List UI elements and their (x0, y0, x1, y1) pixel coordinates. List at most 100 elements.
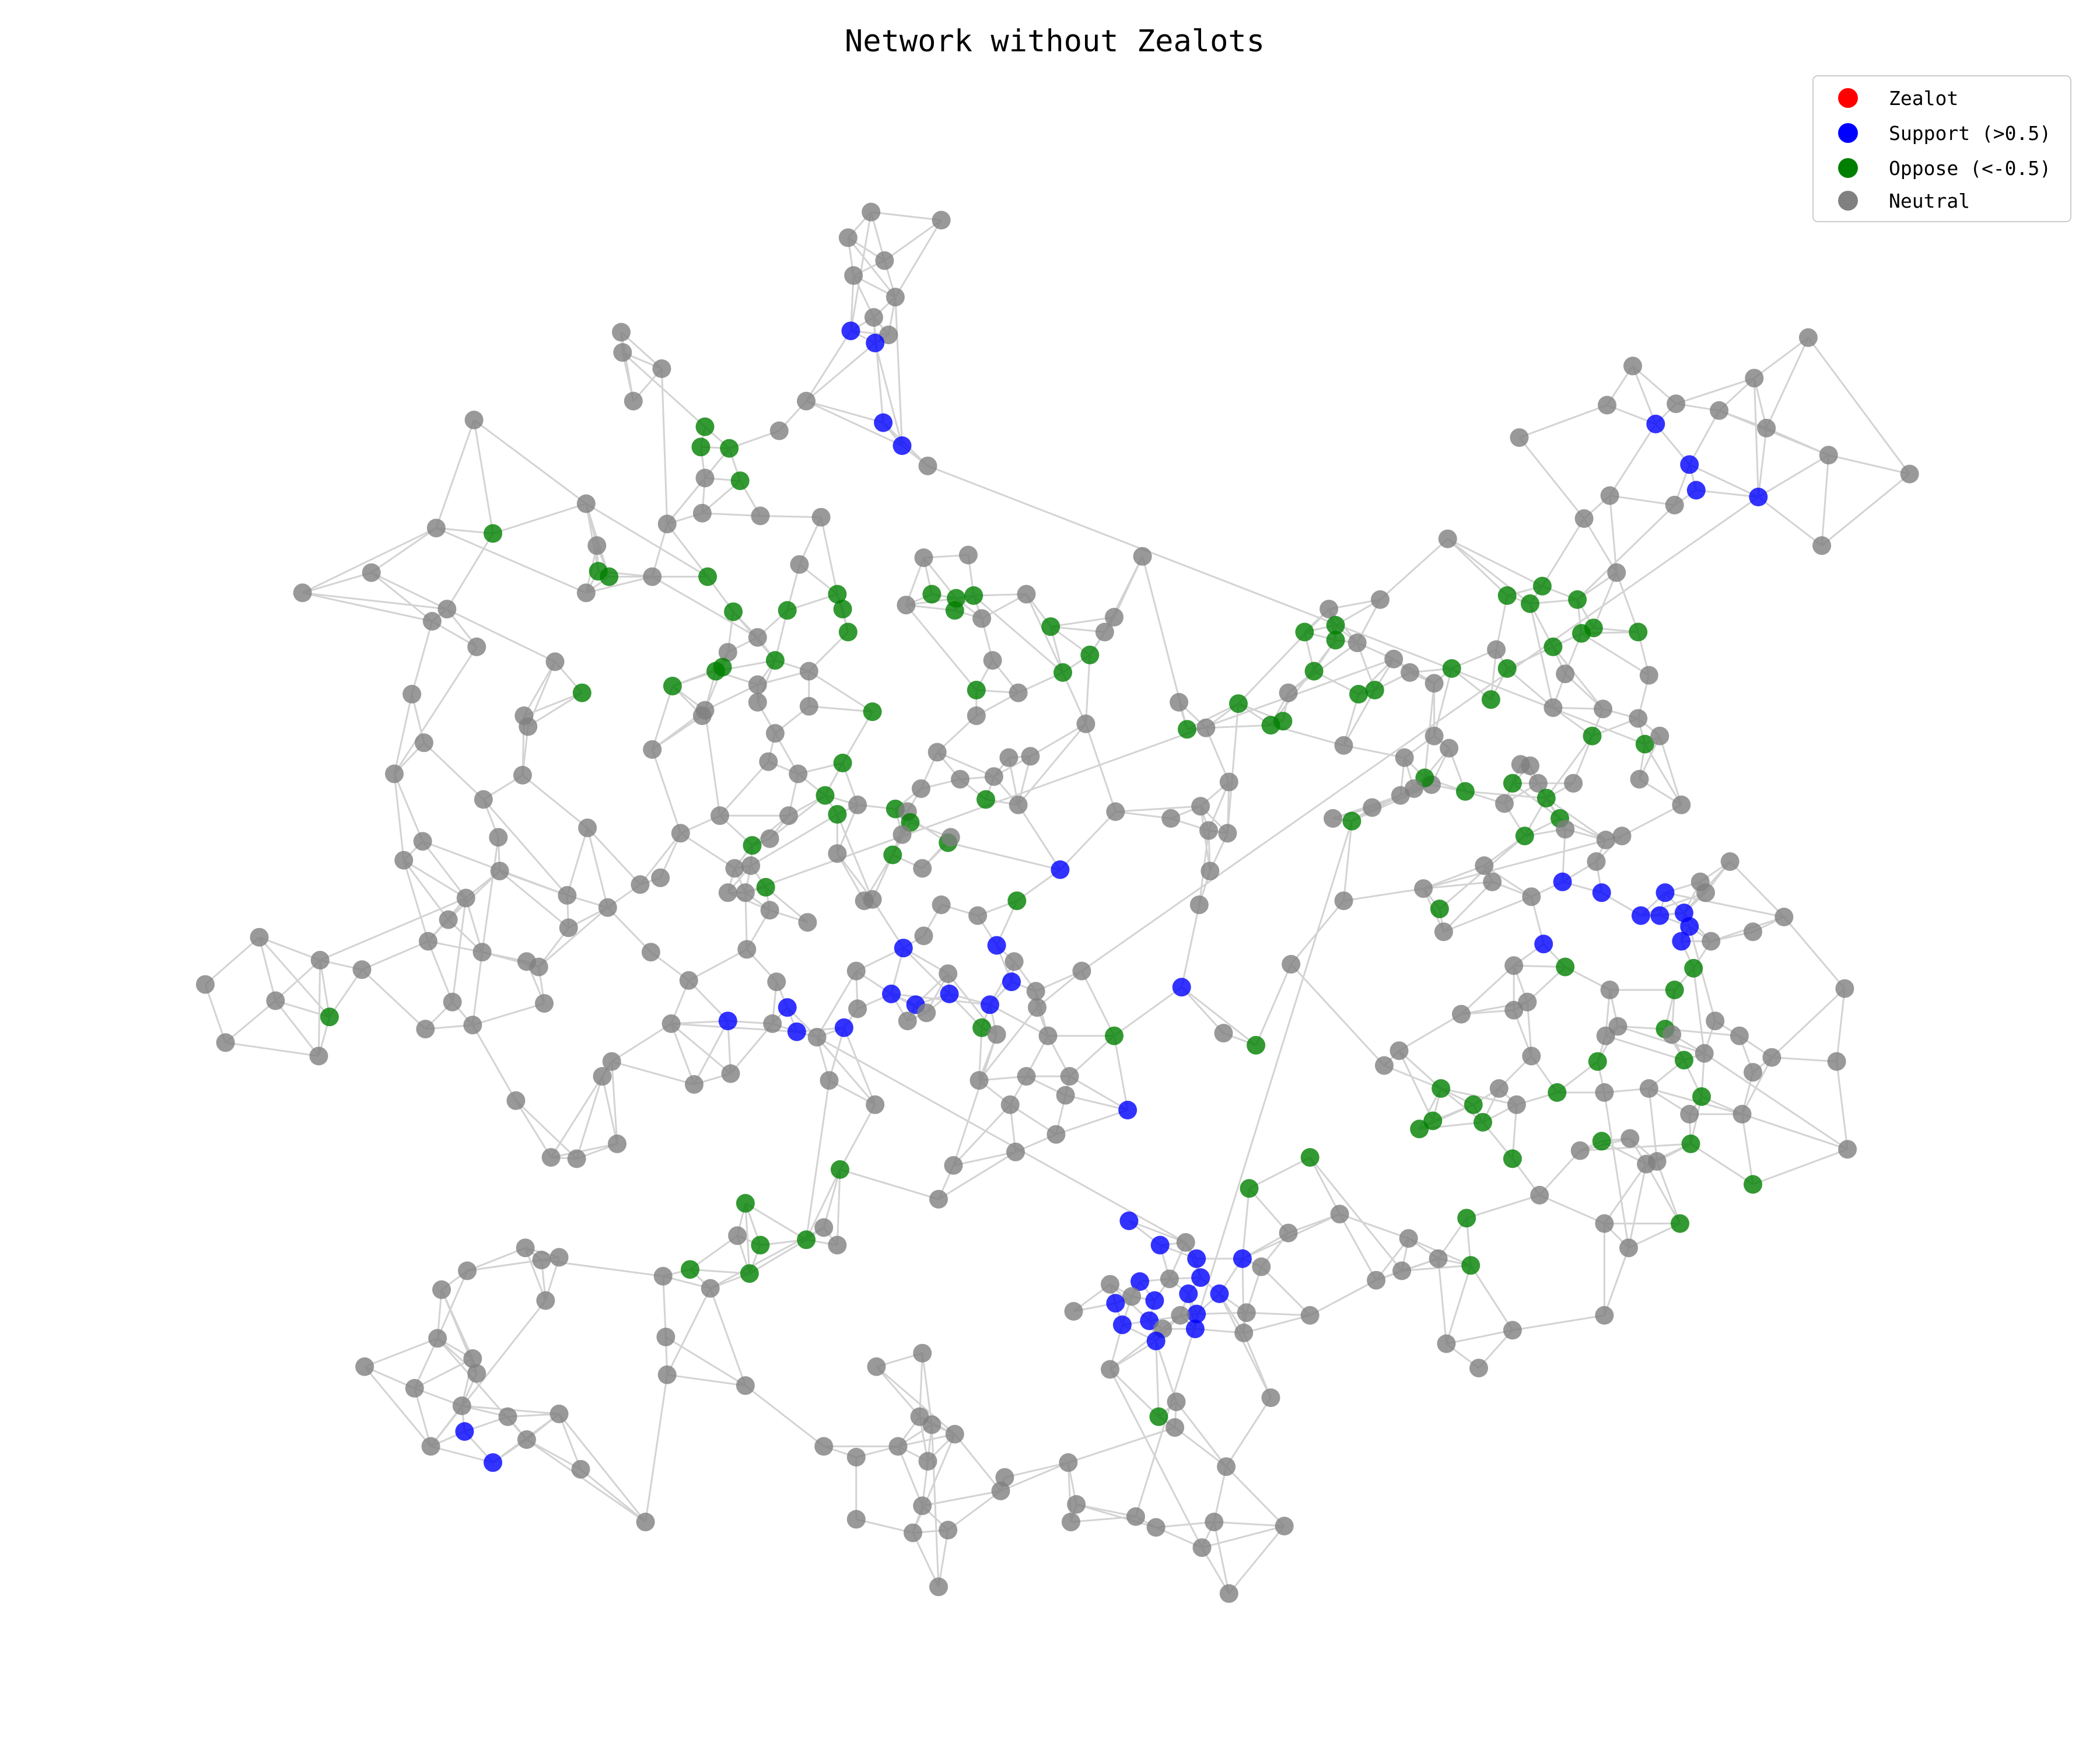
node-neutral (653, 1266, 673, 1286)
node-oppose (797, 1230, 816, 1250)
node-neutral (516, 1238, 535, 1258)
node-neutral (309, 1046, 328, 1066)
node-neutral (692, 503, 712, 523)
network-edge (1270, 639, 1336, 726)
network-edge (1696, 489, 1759, 498)
network-edge (1423, 835, 1622, 890)
node-neutral (432, 1280, 451, 1299)
node-neutral (820, 1071, 839, 1090)
network-edge (1290, 963, 1385, 1066)
node-neutral (1006, 1142, 1025, 1161)
network-edge (1017, 723, 1087, 806)
network-edge (652, 576, 758, 638)
node-oppose (863, 702, 882, 722)
network-edge (566, 827, 589, 896)
node-oppose (1744, 1175, 1762, 1194)
node-neutral (413, 832, 432, 851)
node-oppose (828, 584, 847, 604)
node-neutral (1469, 1359, 1488, 1378)
network-edge (523, 661, 556, 716)
node-neutral (1161, 809, 1181, 828)
node-neutral (1056, 1086, 1075, 1105)
network-edge (930, 1424, 940, 1587)
network-edge (1113, 1035, 1129, 1111)
network-edge (1615, 572, 1639, 633)
network-edge (704, 684, 758, 712)
node-support (987, 936, 1006, 955)
node-neutral (789, 764, 808, 783)
network-edge (660, 368, 668, 524)
network-edge (1017, 804, 1061, 870)
network-edge (1309, 1157, 1340, 1214)
node-neutral (1038, 1026, 1058, 1045)
node-neutral (1489, 1079, 1508, 1098)
node-neutral (1026, 982, 1045, 1001)
legend-item-neutral: Neutral (1838, 190, 1970, 212)
network-edge (1205, 727, 1230, 783)
node-neutral (866, 1095, 885, 1114)
network-edge (730, 1023, 774, 1074)
node-neutral (656, 1328, 676, 1346)
network-edge (912, 1532, 940, 1587)
node-neutral (1101, 1275, 1119, 1294)
network-edge (622, 352, 706, 428)
network-edge (1309, 1157, 1403, 1272)
node-neutral (1629, 709, 1648, 728)
network-edge (856, 1518, 914, 1534)
node-neutral (1046, 1125, 1066, 1144)
network-edge (989, 1004, 1049, 1037)
node-neutral (439, 910, 458, 929)
network-edge (436, 527, 494, 534)
node-neutral (914, 548, 933, 568)
node-neutral (763, 1014, 782, 1033)
network-edge (601, 1076, 618, 1144)
network-edge (370, 572, 433, 622)
node-neutral (394, 850, 414, 870)
network-edge (842, 711, 873, 764)
node-neutral (519, 717, 538, 736)
network-edge (363, 1366, 432, 1447)
node-oppose (1532, 576, 1552, 596)
network-edge (611, 1061, 618, 1144)
network-edge (874, 342, 903, 446)
network-edge (805, 1080, 830, 1240)
node-oppose (1461, 1256, 1480, 1275)
network-edge (403, 859, 467, 899)
node-neutral (879, 326, 898, 345)
node-support (1145, 1291, 1164, 1310)
node-oppose (945, 601, 964, 620)
node-neutral (1200, 862, 1220, 881)
node-neutral (352, 960, 372, 979)
node-neutral (1072, 961, 1091, 981)
network-edge (1423, 864, 1485, 890)
node-oppose (1474, 1112, 1492, 1132)
legend-label-support: Support (>0.5) (1889, 122, 2051, 145)
node-oppose (1548, 1083, 1567, 1102)
network-edge (651, 749, 682, 834)
node-neutral (748, 628, 767, 647)
node-neutral (721, 1064, 740, 1083)
node-neutral (463, 1349, 482, 1368)
node-neutral (867, 1357, 886, 1376)
network-edge (1447, 538, 1508, 597)
network-edge (1186, 702, 1239, 730)
node-oppose (1588, 1052, 1607, 1071)
network-edge (1062, 672, 1087, 724)
node-neutral (798, 913, 817, 932)
node-neutral (1095, 622, 1114, 642)
network-edge (1628, 1164, 1647, 1248)
node-neutral (1320, 600, 1339, 619)
node-neutral (1732, 1105, 1752, 1124)
node-neutral (814, 1437, 834, 1456)
node-neutral (1167, 1392, 1186, 1412)
node-neutral (1282, 955, 1301, 974)
node-oppose (1247, 1035, 1266, 1055)
node-neutral (593, 1067, 612, 1086)
node-neutral (529, 957, 548, 977)
node-neutral (657, 514, 677, 534)
network-edge (1228, 1525, 1285, 1594)
node-neutral (1619, 1238, 1638, 1258)
network-edge (499, 870, 569, 929)
node-neutral (844, 266, 863, 285)
node-neutral (1620, 1129, 1640, 1148)
